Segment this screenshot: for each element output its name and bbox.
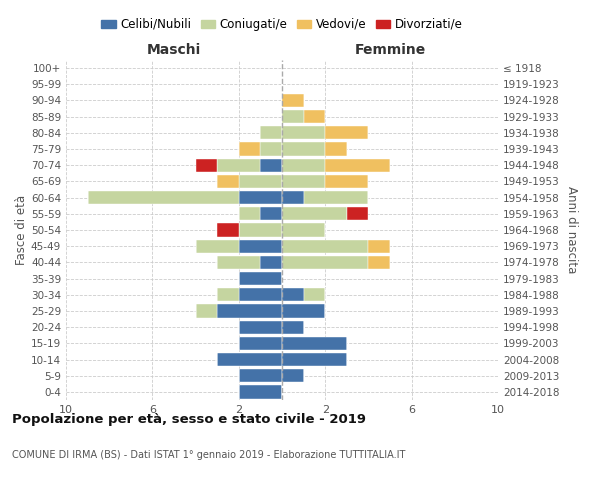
Bar <box>282 158 325 172</box>
Bar <box>239 175 282 188</box>
Bar <box>282 336 347 350</box>
Bar <box>282 224 325 236</box>
Bar <box>217 256 260 269</box>
Bar <box>239 207 260 220</box>
Bar <box>196 240 239 253</box>
Bar <box>260 207 282 220</box>
Bar <box>282 369 304 382</box>
Bar <box>282 110 304 124</box>
Text: Maschi: Maschi <box>147 43 201 57</box>
Bar <box>239 320 282 334</box>
Bar <box>217 175 239 188</box>
Bar <box>260 158 282 172</box>
Bar <box>325 158 390 172</box>
Bar <box>239 224 282 236</box>
Bar <box>282 126 325 140</box>
Bar <box>304 288 325 302</box>
Bar <box>282 240 368 253</box>
Bar <box>239 240 282 253</box>
Text: Popolazione per età, sesso e stato civile - 2019: Popolazione per età, sesso e stato civil… <box>12 412 366 426</box>
Bar <box>239 191 282 204</box>
Bar <box>325 126 368 140</box>
Bar <box>217 224 239 236</box>
Bar <box>347 207 368 220</box>
Bar <box>325 142 347 156</box>
Bar <box>88 191 239 204</box>
Bar <box>217 288 239 302</box>
Bar <box>282 191 304 204</box>
Legend: Celibi/Nubili, Coniugati/e, Vedovi/e, Divorziati/e: Celibi/Nubili, Coniugati/e, Vedovi/e, Di… <box>97 13 467 36</box>
Bar <box>282 94 304 107</box>
Text: COMUNE DI IRMA (BS) - Dati ISTAT 1° gennaio 2019 - Elaborazione TUTTITALIA.IT: COMUNE DI IRMA (BS) - Dati ISTAT 1° genn… <box>12 450 406 460</box>
Bar <box>304 191 368 204</box>
Bar <box>368 256 390 269</box>
Y-axis label: Fasce di età: Fasce di età <box>15 195 28 265</box>
Bar <box>260 142 282 156</box>
Bar <box>239 142 260 156</box>
Bar <box>325 175 368 188</box>
Bar <box>282 256 368 269</box>
Bar <box>260 256 282 269</box>
Bar <box>282 304 325 318</box>
Bar <box>217 304 282 318</box>
Bar <box>282 175 325 188</box>
Bar <box>282 207 347 220</box>
Bar <box>239 386 282 398</box>
Bar <box>239 288 282 302</box>
Bar <box>282 353 347 366</box>
Y-axis label: Anni di nascita: Anni di nascita <box>565 186 578 274</box>
Bar <box>239 272 282 285</box>
Bar <box>217 158 260 172</box>
Bar <box>260 126 282 140</box>
Bar <box>282 320 304 334</box>
Bar <box>282 142 325 156</box>
Bar <box>282 288 304 302</box>
Bar <box>239 369 282 382</box>
Bar <box>304 110 325 124</box>
Bar <box>217 353 282 366</box>
Text: Femmine: Femmine <box>355 43 425 57</box>
Bar <box>196 304 217 318</box>
Bar <box>368 240 390 253</box>
Bar <box>239 336 282 350</box>
Bar <box>196 158 217 172</box>
